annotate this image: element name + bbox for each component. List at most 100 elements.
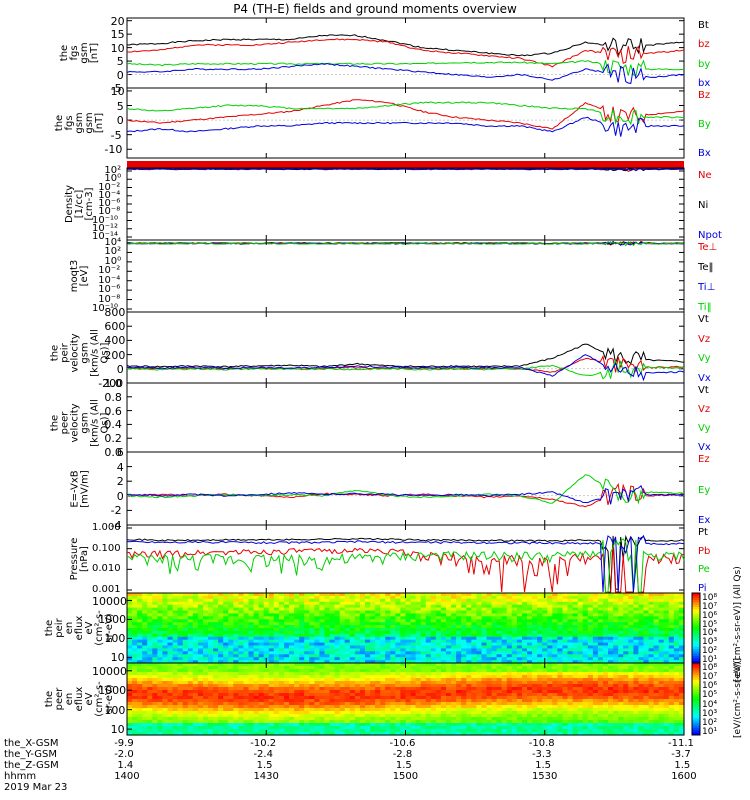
heatmap-cell	[177, 720, 184, 724]
heatmap-cell	[208, 642, 214, 647]
heatmap-cell	[501, 595, 508, 600]
heatmap-cell	[506, 595, 513, 600]
heatmap-cell	[511, 593, 518, 597]
heatmap-cell	[562, 622, 569, 626]
heatmap-cell	[132, 681, 138, 685]
heatmap-cell	[405, 693, 412, 697]
heatmap-cell	[268, 669, 275, 673]
heatmap-cell	[359, 604, 366, 609]
heatmap-cell	[516, 717, 523, 721]
heatmap-cell	[152, 630, 158, 635]
heatmap-cell	[304, 666, 310, 670]
heatmap-cell	[248, 633, 255, 638]
heatmap-cell	[461, 633, 467, 638]
panel-fgs_gsm_nT_2	[126, 87, 685, 159]
heatmap-cell	[673, 625, 680, 629]
heatmap-cell	[542, 702, 548, 706]
heatmap-cell	[132, 669, 138, 673]
heatmap-cell	[628, 660, 634, 664]
heatmap-cell	[243, 720, 250, 724]
heatmap-cell	[572, 654, 579, 658]
heatmap-cell	[248, 675, 255, 679]
heatmap-cell	[233, 714, 239, 718]
heatmap-cell	[294, 693, 300, 697]
heatmap-cell	[501, 729, 508, 733]
heatmap-cell	[567, 619, 574, 623]
heatmap-cell	[572, 610, 579, 614]
heatmap-cell	[420, 639, 427, 644]
heatmap-cell	[344, 681, 351, 685]
heatmap-cell	[385, 729, 391, 733]
heatmap-cell	[375, 651, 381, 655]
heatmap-cell	[582, 610, 589, 614]
heatmap-cell	[582, 604, 589, 609]
heatmap-cell	[289, 607, 295, 612]
heatmap-cell	[339, 630, 346, 635]
heatmap-cell	[673, 630, 680, 635]
heatmap-cell	[537, 645, 543, 649]
heatmap-cell	[603, 601, 609, 606]
heatmap-cell	[218, 693, 224, 697]
heatmap-cell	[532, 681, 538, 685]
heatmap-cell	[623, 622, 629, 626]
heatmap-cell	[208, 625, 214, 629]
heatmap-cell	[349, 642, 356, 647]
heatmap-cell	[410, 630, 417, 635]
heatmap-cell	[425, 717, 432, 721]
heatmap-cell	[466, 705, 472, 709]
heatmap-cell	[608, 607, 614, 612]
heatmap-cell	[137, 732, 143, 736]
heatmap-cell	[425, 678, 432, 682]
heatmap-cell	[466, 607, 472, 612]
heatmap-cell	[349, 690, 356, 694]
heatmap-cell	[506, 607, 513, 612]
heatmap-cell	[365, 690, 371, 694]
heatmap-cell	[628, 595, 634, 600]
heatmap-cell	[562, 645, 569, 649]
heatmap-cell	[339, 657, 346, 661]
heatmap-cell	[405, 669, 412, 673]
heatmap-cell	[187, 598, 194, 603]
heatmap-cell	[289, 669, 295, 673]
heatmap-cell	[263, 610, 270, 614]
heatmap-cell	[613, 607, 619, 612]
heatmap-cell	[243, 690, 250, 694]
heatmap-cell	[527, 598, 533, 603]
heatmap-cell	[466, 690, 472, 694]
heatmap-cell	[562, 693, 569, 697]
heatmap-cell	[349, 607, 356, 612]
heatmap-cell	[582, 645, 589, 649]
heatmap-cell	[294, 687, 300, 691]
heatmap-cell	[273, 714, 280, 718]
heatmap-cell	[527, 684, 533, 688]
heatmap-cell	[658, 598, 665, 603]
heatmap-cell	[476, 651, 483, 655]
heatmap-cell	[157, 672, 164, 676]
heatmap-cell	[476, 678, 483, 682]
heatmap-cell	[496, 684, 503, 688]
heatmap-cell	[284, 693, 290, 697]
heatmap-cell	[486, 669, 493, 673]
heatmap-cell	[608, 625, 614, 629]
heatmap-cell	[344, 690, 351, 694]
heatmap-cell	[253, 636, 260, 641]
heatmap-cell	[658, 628, 665, 632]
heatmap-cell	[608, 610, 614, 614]
heatmap-cell	[289, 732, 295, 736]
heatmap-cell	[537, 654, 543, 658]
heatmap-cell	[208, 675, 214, 679]
heatmap-cell	[172, 687, 179, 691]
heatmap-cell	[628, 607, 634, 612]
heatmap-cell	[132, 598, 138, 603]
heatmap-cell	[522, 636, 528, 641]
heatmap-cell	[456, 625, 462, 629]
heatmap-cell	[329, 616, 336, 620]
heatmap-cell	[284, 610, 290, 614]
heatmap-cell	[273, 642, 280, 647]
heatmap-cell	[273, 598, 280, 603]
heatmap-cell	[370, 616, 376, 620]
heatmap-cell	[223, 622, 229, 626]
heatmap-cell	[167, 604, 174, 609]
heatmap-cell	[410, 708, 417, 712]
heatmap-cell	[552, 595, 558, 600]
